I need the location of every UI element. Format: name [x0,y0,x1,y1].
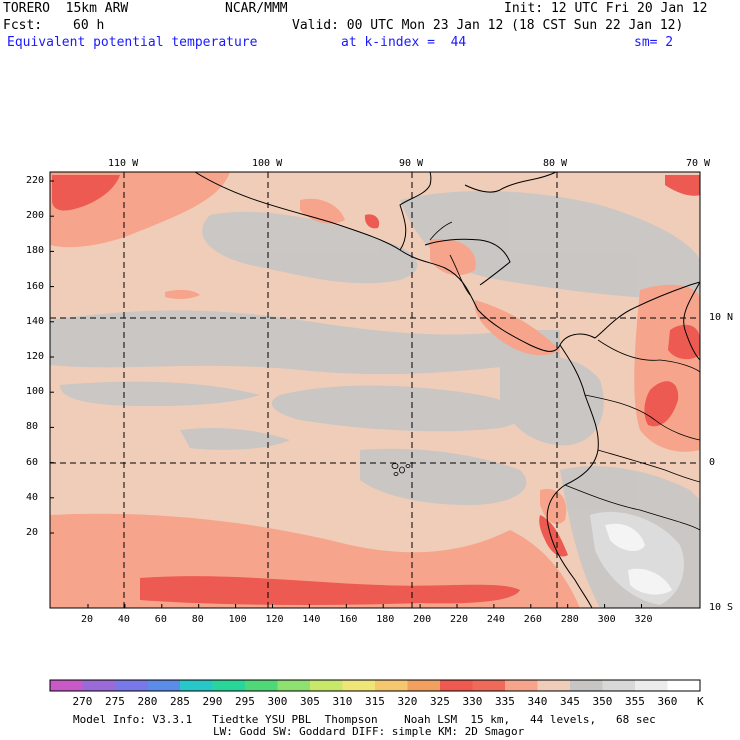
level-info: at k-index = 44 [341,35,467,50]
lon-label-70w: 70 W [686,158,711,169]
colorbar-label: 295 [235,695,255,708]
lat-label-0: 0 [709,457,716,468]
y-index-label: 160 [26,280,45,292]
colorbar-swatch [537,680,571,691]
init-time: Init: 12 UTC Fri 20 Jan 12 [504,1,708,16]
center-name: NCAR/MMM [225,1,288,16]
colorbar-label: 300 [267,695,288,708]
lon-label-80w: 80 W [543,158,568,169]
y-index-label: 80 [26,421,39,433]
colorbar-swatch [310,680,343,691]
y-index-label: 40 [26,491,39,503]
colorbar-frame [49,679,701,692]
colorbar-label: 330 [462,695,483,708]
colorbar-swatch [277,680,311,691]
x-index-label: 240 [486,614,505,625]
colorbar-label: 340 [527,695,548,708]
colorbar-label: 290 [202,695,223,708]
colorbar-label: 325 [430,695,450,708]
colorbar-label: 360 [657,695,678,708]
colorbar-swatch [147,680,181,691]
colorbar-unit: K [697,695,704,708]
field-name: Equivalent potential temperature [7,35,258,50]
x-index-label: 180 [376,614,395,625]
x-index-label: 200 [413,614,432,625]
y-index-label: 100 [26,386,45,398]
colorbar-swatch [667,680,701,691]
lat-lon-grid [50,172,700,608]
y-index-label: 20 [26,527,39,538]
lat-label-10s: 10 S [709,602,734,613]
x-index-label: 320 [634,614,653,625]
physics-info: LW: Godd SW: Goddard DIFF: simple KM: 2D… [213,725,525,738]
country-borders [429,221,700,531]
lon-label-100w: 100 W [252,158,283,169]
red-field [52,175,700,605]
lon-label-90w: 90 W [399,158,424,169]
y-index-label: 60 [26,456,39,468]
colorbar-label: 305 [300,695,320,708]
x-index-label: 160 [339,614,358,625]
smoothing-info: sm= 2 [634,35,674,50]
colorbar-label: 315 [365,695,385,708]
colorbar-swatch [505,680,538,691]
colorbar-label: 310 [332,695,353,708]
colorbar-swatch [342,680,376,691]
lat-label-10n: 10 N [709,312,734,323]
colorbar-label: 345 [560,695,580,708]
colorbar-swatch [440,680,473,691]
colorbar-label: 350 [592,695,613,708]
colorbar-label: 355 [625,695,645,708]
x-index-label: 280 [560,614,579,625]
andes-high-field [590,511,684,605]
colorbar-label: 280 [137,695,158,708]
colorbar-swatch [407,680,441,691]
x-index-label: 260 [523,614,542,625]
y-index-label: 180 [26,245,45,257]
colorbar-label: 270 [72,695,93,708]
colorbar-swatch [180,680,213,691]
x-index-label: 20 [81,614,94,625]
y-index-label: 200 [26,210,45,222]
model-info: Model Info: V3.3.1 Tiedtke YSU PBL Thomp… [73,713,656,726]
forecast-hour: 60 h [73,18,105,33]
lon-label-110w: 110 W [108,158,139,169]
colorbar-swatch [375,680,408,691]
colorbar-swatch [50,680,83,691]
x-index-label: 300 [597,614,616,625]
valid-time: Valid: 00 UTC Mon 23 Jan 12 (18 CST Sun … [292,18,684,33]
colorbar-swatch [82,680,116,691]
map-frame [49,171,701,609]
x-index-label: 100 [228,614,247,625]
x-index-label: 120 [265,614,284,625]
forecast-label: Fcst: [3,18,43,33]
colorbar-label: 275 [105,695,125,708]
colorbar-swatch [212,680,246,691]
x-index-label: 80 [191,614,204,625]
x-index-label: 60 [154,614,167,625]
model-title: TORERO 15km ARW [3,1,129,16]
x-index-label: 140 [302,614,321,625]
y-index-label: 140 [26,315,45,327]
x-index-label: 40 [117,614,130,625]
x-index-label: 220 [450,614,469,625]
colorbar-swatch [115,680,148,691]
colorbar-label: 320 [397,695,418,708]
colorbar-label: 335 [495,695,515,708]
y-index-label: 220 [26,175,45,186]
colorbar-swatch [245,680,278,691]
colorbar-swatch [472,680,506,691]
colorbar-swatch [570,680,603,691]
colorbar-swatch [602,680,636,691]
colorbar-swatch [635,680,668,691]
y-index-label: 120 [26,351,45,362]
colorbar-swatches [50,680,701,691]
colorbar-label: 285 [170,695,190,708]
